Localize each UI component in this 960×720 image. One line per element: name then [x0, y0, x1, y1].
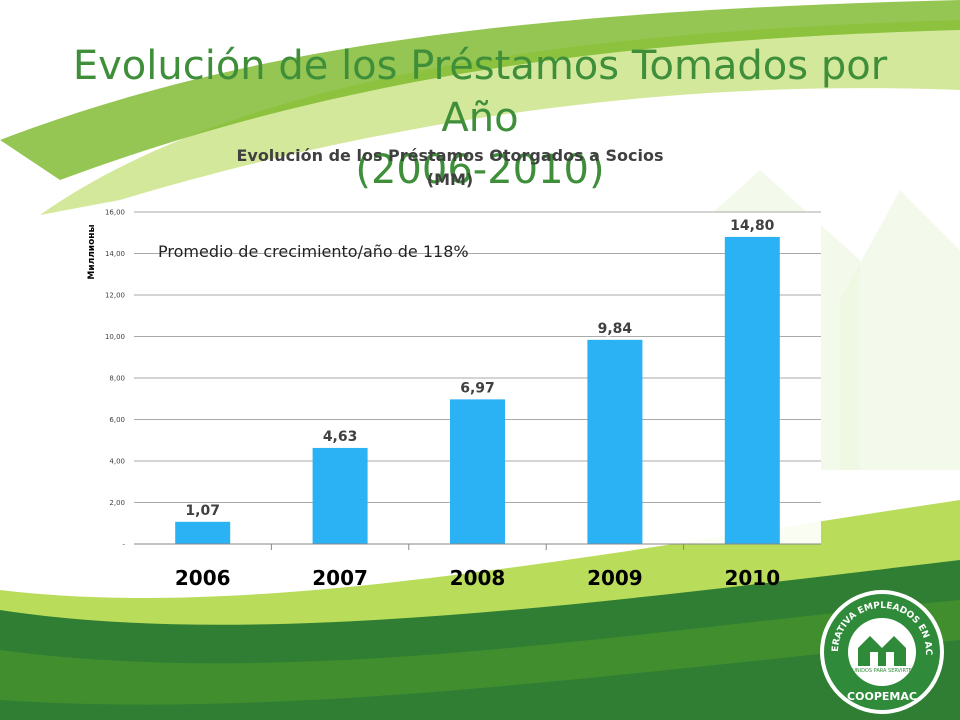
x-tick-label: 2010 [724, 566, 780, 590]
y-tick-label: 14,00 [105, 250, 125, 258]
bottom-swoosh-mid [0, 600, 960, 705]
data-labels: 1,07 4,63 6,97 9,84 14,80 [184, 216, 776, 520]
chart-title: Evolución de los Préstamos Otorgados a S… [150, 144, 750, 192]
y-axis-label: Миллионы [87, 224, 97, 279]
data-label: 1,07 [185, 503, 220, 519]
y-tick-label: 2,00 [109, 499, 125, 507]
x-tick-labels: 2006 2007 2008 2009 2010 [175, 544, 780, 590]
logo-motto: UNIDOS PARA SERVIRTE [852, 668, 912, 674]
logo-text-bottom: COOPEMAC [847, 690, 917, 703]
bar [724, 236, 780, 544]
bar [587, 339, 643, 544]
data-label: 14,80 [730, 218, 775, 234]
y-tick-label: - [122, 541, 125, 549]
x-tick-label: 2009 [587, 566, 643, 590]
bar [312, 447, 368, 544]
data-label: 4,63 [323, 429, 358, 445]
x-tick-label: 2007 [312, 566, 368, 590]
slide-title-line1: Evolución de los Préstamos Tomados por A… [72, 43, 888, 141]
y-tick-labels: - 2,00 4,00 6,00 8,00 10,00 12,00 14,00 16,00 [105, 209, 126, 549]
y-tick-label: 8,00 [109, 375, 125, 383]
y-tick-label: 10,00 [105, 333, 125, 341]
y-tick-label: 6,00 [109, 416, 125, 424]
x-tick-label: 2006 [175, 566, 231, 590]
chart-title-line2: (MM) [426, 170, 474, 189]
bar [175, 521, 231, 544]
coopemac-logo: COOPERATIVA EMPLEADOS EN ACCIÓN UNIDOS P… [818, 588, 944, 714]
slide-title: Evolución de los Préstamos Tomados por A… [40, 40, 920, 196]
data-label: 9,84 [598, 321, 633, 337]
top-swoosh-light [40, 20, 960, 215]
bars [175, 236, 780, 544]
y-tick-label: 16,00 [105, 209, 125, 217]
x-tick-label: 2008 [450, 566, 506, 590]
y-tick-label: 4,00 [109, 458, 125, 466]
chart-title-line1: Evolución de los Préstamos Otorgados a S… [236, 146, 664, 165]
bottom-swoosh-light [0, 500, 960, 646]
y-tick-label: 12,00 [105, 292, 125, 300]
top-swoosh-dark [0, 0, 960, 180]
growth-annotation: Promedio de crecimiento/año de 118% [158, 242, 469, 261]
slide-title-line2: (2006-2010) [355, 147, 605, 193]
data-label: 6,97 [460, 380, 495, 396]
bar [450, 399, 505, 544]
